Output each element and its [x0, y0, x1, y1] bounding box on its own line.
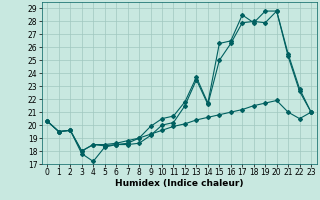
X-axis label: Humidex (Indice chaleur): Humidex (Indice chaleur)	[115, 179, 244, 188]
